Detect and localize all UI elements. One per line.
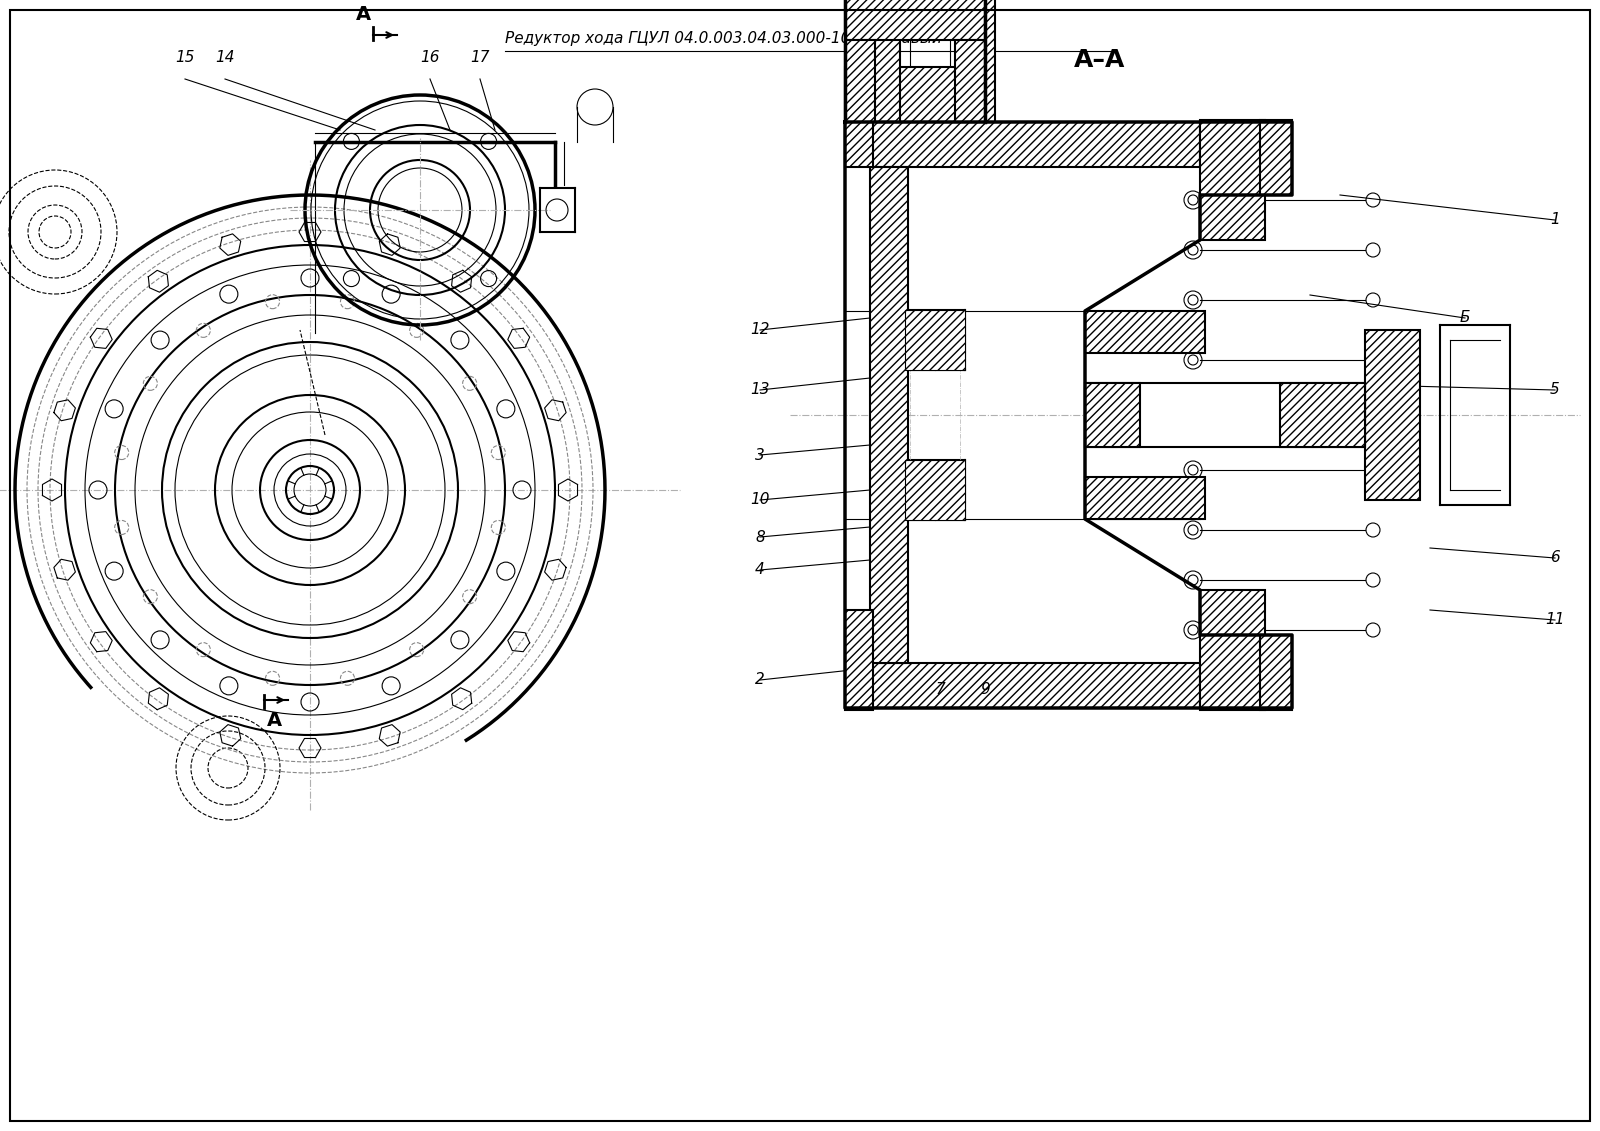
- Bar: [906, 460, 965, 520]
- Text: 9: 9: [981, 682, 990, 698]
- Text: 16: 16: [421, 50, 440, 64]
- Bar: [870, 167, 909, 663]
- Bar: [845, 0, 986, 40]
- Bar: [1200, 590, 1266, 710]
- Bar: [870, 0, 899, 122]
- Bar: [906, 310, 965, 370]
- Text: 15: 15: [176, 50, 195, 64]
- Bar: [845, 610, 874, 710]
- Bar: [870, 67, 986, 122]
- Text: 5: 5: [1550, 382, 1560, 397]
- Bar: [1200, 120, 1266, 240]
- Bar: [1365, 330, 1421, 500]
- Text: 10: 10: [750, 492, 770, 508]
- Text: 14: 14: [216, 50, 235, 64]
- Bar: [1085, 383, 1365, 447]
- Bar: [1085, 383, 1139, 447]
- Text: 7: 7: [934, 682, 946, 698]
- Text: 17: 17: [470, 50, 490, 64]
- Bar: [845, 67, 874, 167]
- Text: 2: 2: [755, 673, 765, 688]
- Text: А–А: А–А: [1074, 48, 1126, 72]
- Bar: [1085, 477, 1205, 519]
- Text: Редуктор хода ГЦУЛ 04.0.003.04.03.000-10 СБ-правый: Редуктор хода ГЦУЛ 04.0.003.04.03.000-10…: [506, 31, 942, 45]
- Text: 3: 3: [755, 448, 765, 463]
- Text: 1: 1: [1550, 213, 1560, 227]
- Bar: [1085, 311, 1205, 353]
- Text: А: А: [267, 710, 282, 729]
- Text: 12: 12: [750, 322, 770, 337]
- Bar: [1280, 383, 1365, 447]
- Bar: [965, 0, 995, 122]
- Text: Б: Б: [1459, 311, 1470, 326]
- Text: 4: 4: [755, 562, 765, 578]
- Text: 6: 6: [1550, 551, 1560, 566]
- Bar: [845, 40, 875, 122]
- Text: 11: 11: [1546, 613, 1565, 628]
- Bar: [870, 663, 1200, 708]
- Bar: [1261, 120, 1293, 195]
- Bar: [955, 40, 986, 122]
- Bar: [1261, 634, 1293, 710]
- Text: А: А: [355, 6, 371, 25]
- Bar: [870, 122, 1200, 167]
- Text: 13: 13: [750, 382, 770, 397]
- Text: 8: 8: [755, 529, 765, 544]
